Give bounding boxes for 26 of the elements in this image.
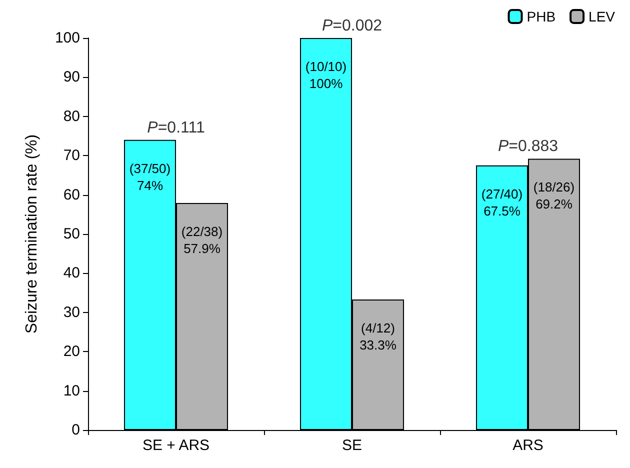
data-label: (27/40) 67.5% <box>481 186 523 218</box>
x-tick-label: SE + ARS <box>142 437 210 454</box>
annotation: P=0.111 <box>147 119 205 136</box>
data-label: (37/50) 74% <box>129 160 171 193</box>
annotation: P=0.883 <box>498 138 558 156</box>
y-tick-label: 40 <box>63 264 80 282</box>
y-tick-label: 20 <box>63 343 80 360</box>
y-tick-label: 90 <box>63 68 80 86</box>
data-label: (10/10) 100% <box>305 59 347 91</box>
y-tick-label: 100 <box>54 30 80 46</box>
x-tick-label: SE <box>342 437 362 454</box>
y-tick-label: 70 <box>63 147 80 164</box>
data-label: (22/38) 57.9% <box>181 224 223 256</box>
y-tick-label: 10 <box>63 382 80 400</box>
y-axis-title: Seizure termination rate (%) <box>24 134 40 334</box>
data-label: (4/12) 33.3% <box>360 320 397 352</box>
legend-label: PHB <box>526 8 556 24</box>
text: P=0.002 <box>322 18 382 34</box>
legend-label: LEV <box>588 8 616 24</box>
y-tick-label: 80 <box>63 108 80 125</box>
y-tick-label: 60 <box>63 186 80 204</box>
data-label: (18/26) 69.2% <box>533 180 575 212</box>
x-tick-label: ARS <box>512 437 544 454</box>
y-tick-label: 30 <box>63 304 80 321</box>
y-tick-label: 0 <box>72 422 80 438</box>
y-tick-label: 50 <box>63 226 80 242</box>
